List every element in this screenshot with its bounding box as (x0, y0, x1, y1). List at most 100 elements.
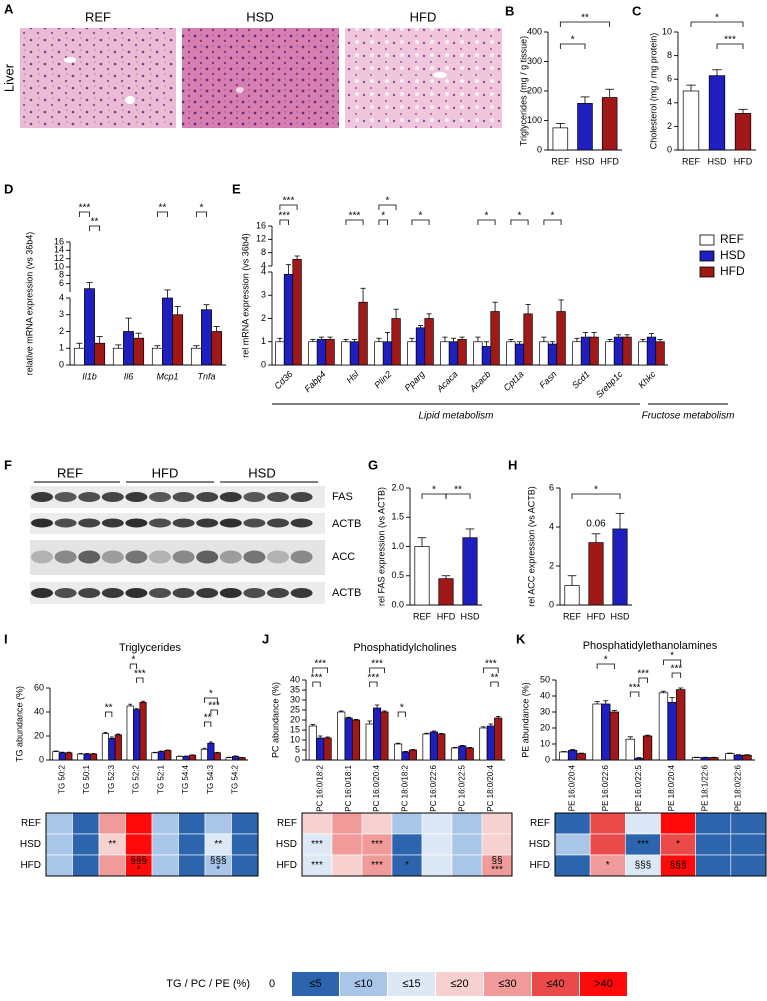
bar (351, 719, 361, 761)
x-tick-label: HSD (707, 156, 727, 166)
bar (344, 717, 353, 761)
bar (634, 758, 644, 761)
legend-swatch (699, 234, 715, 246)
panel-letter: J (262, 631, 269, 646)
legend-swatch (699, 266, 715, 278)
bar (358, 301, 368, 366)
significance-bracket (210, 709, 218, 715)
significance-label: ** (159, 203, 167, 214)
significance-bracket (445, 493, 471, 499)
bar (588, 542, 604, 606)
bar (162, 297, 173, 366)
heatmap-cell (421, 833, 453, 856)
bar (108, 738, 116, 761)
heatmap-cell (331, 854, 363, 877)
bar (84, 288, 95, 366)
bar (465, 747, 474, 761)
x-tick-label: Pparg (403, 369, 427, 393)
scale-swatch (532, 972, 579, 996)
band-label: ACTB (332, 518, 361, 530)
bar (325, 339, 335, 366)
y-tick-label: 4 (261, 266, 266, 276)
bar (481, 346, 492, 366)
blot-band (125, 518, 148, 528)
y-tick-label: 0.5 (391, 570, 404, 580)
bar (139, 702, 147, 761)
significance-bracket (559, 21, 611, 27)
significance-bracket (411, 219, 430, 225)
heatmap-cell (151, 854, 179, 877)
image-label: REF (85, 9, 111, 24)
y-tick-label: 4 (261, 260, 266, 270)
heatmap-row-label: HFD (276, 860, 297, 871)
scale-label: >40 (594, 978, 613, 990)
row-label: Liver (1, 63, 16, 92)
bar (151, 752, 159, 761)
bar (725, 753, 735, 761)
significance-label: *** (311, 673, 323, 684)
bar (523, 313, 533, 366)
bar (613, 336, 624, 366)
x-tick-label: TG 50:1 (82, 764, 91, 793)
x-tick-label: Srebp1c (594, 369, 625, 400)
y-tick-label: 6 (59, 278, 64, 288)
y-tick-label: 12 (54, 253, 64, 263)
significance-label: ** (91, 217, 99, 228)
blot-band (31, 492, 53, 502)
heatmap-cell-label: ** (214, 839, 222, 850)
y-tick-label: 0 (667, 144, 672, 154)
y-tick-label: 14 (54, 245, 64, 255)
y-axis-label: PC abundance (%) (270, 682, 280, 758)
blot-band (54, 588, 77, 598)
y-tick-label: 2 (59, 326, 64, 336)
bar (112, 347, 124, 366)
significance-label: *** (79, 203, 91, 214)
blot-band (243, 492, 266, 502)
blot-band (101, 588, 124, 598)
y-tick-label: 30 (540, 706, 550, 716)
y-axis-label: PE abundance (%) (520, 682, 530, 758)
bar (316, 737, 325, 761)
x-tick-label: HFD (600, 156, 619, 166)
significance-bracket (204, 697, 218, 703)
significance-label: * (670, 651, 674, 662)
significance-bracket (690, 21, 744, 27)
y-axis-label: rel mRNA expression (vs 36b4) (240, 233, 250, 358)
x-tick-label: Fasn (537, 369, 558, 390)
heatmap-cell-label: ** (108, 839, 116, 850)
significance-bracket (312, 667, 329, 673)
y-tick-label: 3 (59, 309, 64, 319)
y-tick-label: 0 (261, 359, 266, 369)
bar (133, 337, 145, 366)
significance-label: *** (314, 659, 326, 670)
y-tick-label: 2 (549, 560, 554, 570)
significance-bracket (629, 691, 640, 697)
group-label: Fructose metabolism (642, 411, 735, 422)
significance-label: * (131, 655, 135, 666)
bar (667, 702, 677, 761)
x-tick-label: PC 18:0/18:2 (401, 764, 410, 811)
significance-label: *** (629, 683, 641, 694)
significance-bracket (510, 219, 529, 225)
band-label: ACTB (332, 587, 361, 599)
blot-band (196, 518, 219, 528)
blot-band (172, 588, 195, 598)
bar (65, 752, 73, 761)
y-tick-label: 100 (527, 115, 542, 125)
bar (733, 754, 744, 761)
blot-band (290, 518, 313, 528)
significance-bracket (312, 681, 321, 687)
bar (77, 753, 85, 761)
scale-swatch (580, 972, 627, 996)
y-tick-label: 40 (540, 690, 550, 700)
bar (341, 341, 351, 366)
significance-bracket (156, 211, 168, 217)
bar (709, 757, 719, 761)
bar (373, 707, 382, 761)
heatmap-cell (72, 833, 100, 856)
significance-bracket (543, 219, 562, 225)
bar (572, 341, 582, 366)
bar (188, 754, 197, 761)
blot-band (196, 492, 219, 502)
bar (642, 735, 653, 761)
